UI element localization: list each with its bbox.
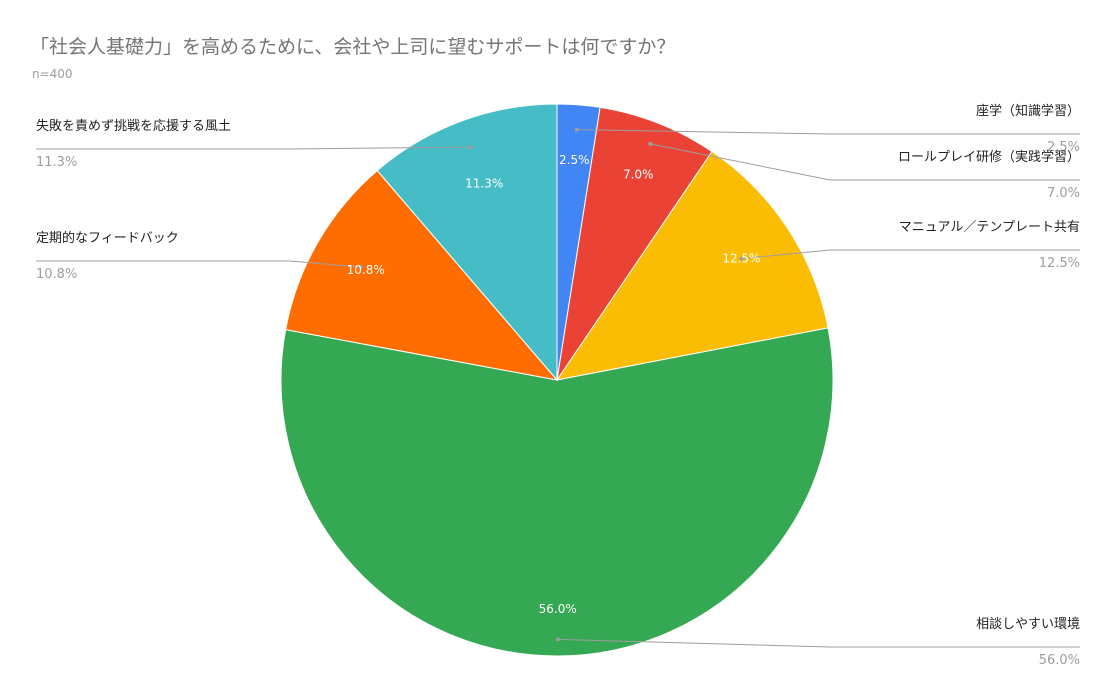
slice-label: 失敗を責めず挑戦を応援する風土: [36, 119, 231, 134]
slice-value-labels: 2.5% 7.0% 12.5% 56.0% 10.8% 11.3%: [347, 153, 761, 616]
slice-inner-value: 11.3%: [465, 176, 503, 190]
leader-dot: [555, 637, 560, 642]
leader-lines: [36, 127, 1080, 648]
slice-callout-labels: 座学（知識学習）2.5%ロールプレイ研修（実践学習）7.0%マニュアル／テンプレ…: [36, 103, 1080, 668]
slice-value: 2.5%: [1047, 140, 1080, 155]
slice-inner-value: 7.0%: [623, 168, 654, 182]
leader-line: [741, 249, 1080, 260]
chart-title: 「社会人基礎力」を高めるために、会社や上司に望むサポートは何ですか？: [30, 36, 676, 58]
leader-dot: [468, 145, 473, 150]
pie-slice: [555, 150, 829, 381]
slice-value: 10.8%: [36, 267, 77, 282]
slice-label: 定期的なフィードバック: [36, 230, 179, 246]
pie-slice: [556, 106, 713, 381]
leader-line: [36, 260, 361, 268]
slice-label: 座学（知識学習）: [976, 103, 1080, 119]
leader-line: [650, 143, 1080, 181]
slice-inner-value: 56.0%: [539, 602, 577, 616]
leader-dot: [648, 141, 653, 146]
slice-inner-value: 10.8%: [347, 263, 385, 277]
slice-label: 相談しやすい環境: [976, 616, 1080, 632]
slice-label: マニュアル／テンプレート共有: [899, 220, 1080, 235]
leader-dot: [358, 265, 363, 269]
leader-line: [36, 146, 471, 150]
slice-label: ロールプレイ研修（実践学習）: [898, 149, 1080, 165]
slice-value: 12.5%: [1039, 256, 1080, 271]
leader-line: [557, 638, 1080, 648]
slice-inner-value: 2.5%: [559, 153, 590, 167]
pie-slice: [280, 327, 834, 657]
pie-slice: [285, 169, 559, 381]
leader-dot: [739, 256, 744, 261]
chart-subtitle: n=400: [32, 67, 73, 81]
slice-value: 7.0%: [1047, 186, 1080, 201]
slice-value: 56.0%: [1039, 653, 1080, 668]
leader-dot: [574, 127, 579, 132]
leader-line: [576, 129, 1080, 135]
pie-slice: [376, 103, 558, 382]
slice-value: 11.3%: [36, 155, 77, 170]
slice-inner-value: 12.5%: [722, 252, 760, 266]
pie-slices: [280, 103, 834, 657]
